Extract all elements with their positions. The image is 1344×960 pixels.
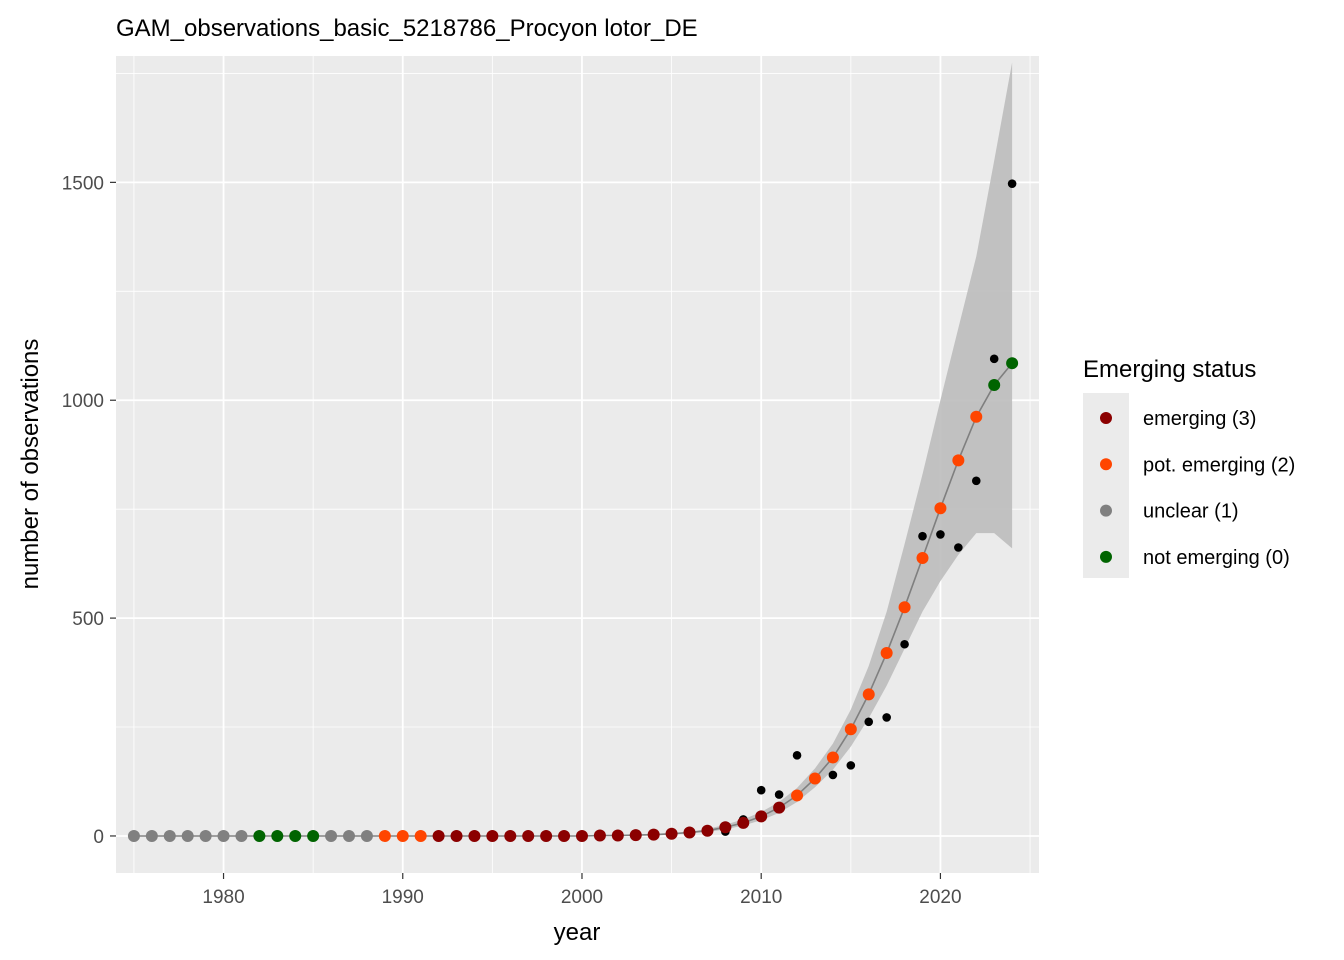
gam-fit-point bbox=[647, 828, 660, 841]
observed-point bbox=[936, 530, 945, 539]
observed-point bbox=[864, 717, 874, 727]
gam-fit-point bbox=[683, 826, 696, 839]
legend-label: pot. emerging (2) bbox=[1143, 454, 1295, 476]
x-tick-label: 1990 bbox=[382, 887, 424, 908]
gam-fit-point bbox=[163, 829, 176, 842]
legend-label: not emerging (0) bbox=[1143, 547, 1290, 569]
observed-point bbox=[954, 543, 963, 552]
gam-fit-point bbox=[432, 829, 445, 842]
observed-point bbox=[828, 770, 838, 780]
gam-fit-point bbox=[289, 829, 302, 842]
y-tick-label: 1000 bbox=[62, 391, 104, 412]
gam-fit-points bbox=[127, 357, 1019, 842]
gam-fit-point bbox=[934, 502, 947, 515]
gam-fit-point bbox=[629, 829, 642, 842]
x-tick-label: 2020 bbox=[919, 887, 961, 908]
gam-fit-point bbox=[396, 829, 409, 842]
legend-label: emerging (3) bbox=[1143, 408, 1256, 430]
gam-fit-point bbox=[862, 688, 875, 701]
gam-fit-point bbox=[880, 646, 893, 659]
gam-fit-point bbox=[575, 829, 588, 842]
gam-fit-point bbox=[773, 801, 786, 814]
gam-fit-point bbox=[504, 829, 517, 842]
x-tick-label: 2000 bbox=[561, 887, 603, 908]
axis-ticks: 1980 1990 2000 2010 2020 0 500 1000 1500 bbox=[62, 173, 962, 908]
observed-point bbox=[918, 531, 927, 541]
y-tick-label: 1500 bbox=[62, 173, 104, 194]
observed-point bbox=[900, 639, 909, 649]
gam-fit-point bbox=[235, 829, 248, 842]
legend-title: Emerging status bbox=[1083, 356, 1256, 383]
gam-fit-point bbox=[307, 829, 320, 842]
x-axis-title: year bbox=[554, 919, 601, 946]
y-axis-title: number of observations bbox=[17, 339, 44, 590]
observed-point bbox=[792, 751, 802, 760]
gam-fit-point bbox=[898, 601, 911, 614]
gam-fit-point bbox=[844, 723, 857, 736]
gam-fit-point bbox=[737, 816, 750, 829]
gam-fit-point bbox=[593, 829, 606, 842]
observed-point bbox=[971, 476, 981, 486]
gam-fit-point bbox=[127, 829, 140, 842]
gam-fit-point bbox=[414, 829, 427, 842]
gam-fit-point bbox=[540, 829, 553, 842]
x-tick-label: 1980 bbox=[202, 887, 244, 908]
gam-fit-point bbox=[468, 829, 481, 842]
gam-fit-point bbox=[755, 810, 768, 823]
legend-key bbox=[1100, 458, 1112, 471]
plot-panel bbox=[116, 56, 1039, 873]
gam-fit-point bbox=[988, 378, 1001, 391]
gam-fit-point bbox=[253, 829, 266, 842]
y-tick-label: 500 bbox=[72, 609, 104, 630]
gam-fit-point bbox=[611, 829, 624, 842]
legend: Emerging status emerging (3) pot. emergin… bbox=[1083, 356, 1295, 578]
observed-point bbox=[846, 761, 856, 770]
gam-fit-point bbox=[360, 829, 373, 842]
gam-fit-point bbox=[970, 410, 983, 423]
gam-fit-point bbox=[916, 551, 929, 564]
y-tick-label: 0 bbox=[93, 827, 104, 848]
gam-fit-point bbox=[486, 829, 499, 842]
gam-fit-point bbox=[808, 772, 821, 785]
gam-fit-point bbox=[271, 829, 284, 842]
gam-fit-point bbox=[665, 827, 678, 840]
gam-fit-point bbox=[217, 829, 230, 842]
gam-fit-point bbox=[342, 829, 355, 842]
gam-fit-point bbox=[701, 824, 714, 837]
chart-title: GAM_observations_basic_5218786_Procyon l… bbox=[116, 15, 698, 42]
observed-point bbox=[774, 790, 784, 799]
gam-fit-point bbox=[719, 821, 732, 834]
grid-lines bbox=[116, 56, 1039, 873]
gam-fit-point bbox=[558, 829, 571, 842]
x-tick-label: 2010 bbox=[740, 887, 782, 908]
observed-point bbox=[1007, 179, 1017, 188]
observed-point bbox=[882, 713, 891, 722]
gam-fit-point bbox=[181, 829, 194, 842]
gam-fit-point bbox=[826, 751, 839, 764]
gam-fit-point bbox=[1006, 357, 1019, 370]
gam-fit-point bbox=[952, 454, 965, 467]
legend-label: unclear (1) bbox=[1143, 501, 1239, 523]
gam-fit-point bbox=[378, 829, 391, 842]
legend-key bbox=[1100, 412, 1112, 424]
observed-point bbox=[756, 785, 766, 795]
gam-fit-point bbox=[145, 829, 158, 842]
legend-key bbox=[1100, 550, 1112, 563]
gam-fit-point bbox=[522, 829, 535, 842]
gam-fit-point bbox=[325, 829, 338, 842]
observed-point bbox=[989, 354, 999, 364]
gam-fit-point bbox=[791, 789, 804, 802]
gam-fit-point bbox=[199, 829, 212, 842]
legend-key bbox=[1100, 504, 1112, 517]
gam-fit-point bbox=[450, 829, 463, 842]
